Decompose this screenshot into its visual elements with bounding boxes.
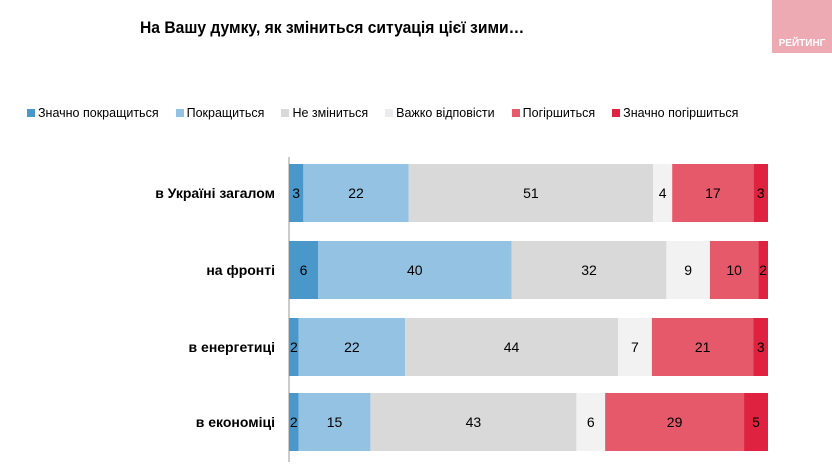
- bar-segment: [408, 164, 654, 222]
- data-label: 3: [292, 185, 300, 201]
- data-label: 15: [327, 414, 343, 430]
- category-label: в Україні загалом: [155, 185, 275, 201]
- bar-segment: [289, 241, 319, 299]
- bar-segment: [303, 164, 409, 222]
- data-label: 22: [348, 185, 364, 201]
- data-label: 21: [695, 339, 711, 355]
- legend-label: Значно покращиться: [38, 106, 159, 120]
- data-label: 44: [504, 339, 520, 355]
- data-label: 17: [705, 185, 721, 201]
- category-label: на фронті: [206, 262, 275, 278]
- legend-swatch: [175, 109, 184, 117]
- legend-item: Погіршиться: [511, 106, 596, 120]
- category-label: в енергетиці: [189, 339, 275, 355]
- data-label: 32: [581, 262, 597, 278]
- data-label: 2: [290, 339, 298, 355]
- data-label: 7: [631, 339, 639, 355]
- data-label: 22: [344, 339, 360, 355]
- data-label: 3: [757, 339, 765, 355]
- legend-swatch: [385, 109, 394, 117]
- data-label: 4: [659, 185, 667, 201]
- bar-segment: [753, 164, 768, 222]
- data-label: 2: [290, 414, 298, 430]
- legend-item: Значно покращиться: [27, 106, 159, 120]
- legend-swatch: [511, 109, 520, 117]
- data-label: 5: [752, 414, 760, 430]
- bar-segment: [653, 164, 673, 222]
- chart-title: На Вашу думку, як зміниться ситуація ціє…: [140, 18, 525, 37]
- logo-text: РЕЙТИНГ: [778, 38, 826, 49]
- legend-item: Значно погіршиться: [612, 106, 738, 120]
- bar-segment: [758, 241, 768, 299]
- bar-segment: [289, 164, 304, 222]
- bar-segment: [370, 393, 577, 451]
- legend-label: Погіршиться: [522, 106, 596, 120]
- bar-segment: [298, 393, 371, 451]
- data-label: 6: [300, 262, 308, 278]
- bar-segment: [666, 241, 710, 299]
- bar-segment: [709, 241, 759, 299]
- bar-segment: [298, 318, 406, 376]
- legend-item: Важко відповісти: [385, 106, 495, 120]
- legend-swatch: [27, 109, 35, 117]
- legend-swatch: [612, 109, 621, 117]
- data-label: 2: [759, 262, 767, 278]
- bar-segment: [753, 318, 768, 376]
- data-label: 10: [726, 262, 742, 278]
- legend-label: Не зміниться: [292, 106, 369, 120]
- rating-logo: РЕЙТИНГ: [772, 0, 832, 53]
- legend-label: Важко відповісти: [396, 106, 495, 120]
- legend: Значно покращиться Покращиться Не змінитьс…: [27, 106, 738, 120]
- bar-segment: [618, 318, 652, 376]
- legend-swatch: [281, 109, 290, 117]
- legend-label: Покращиться: [186, 106, 265, 120]
- bar-segment: [605, 393, 745, 451]
- bar-segment: [744, 393, 768, 451]
- data-label: 6: [587, 414, 595, 430]
- data-label: 9: [684, 262, 692, 278]
- data-label: 43: [466, 414, 482, 430]
- legend-label: Значно погіршиться: [623, 106, 739, 120]
- bar-segment: [511, 241, 667, 299]
- bar-segment: [651, 318, 754, 376]
- bar-segment: [672, 164, 754, 222]
- legend-item: Не зміниться: [281, 106, 368, 120]
- category-label: в економіці: [196, 414, 275, 430]
- bar-segment: [289, 318, 299, 376]
- bar-segment: [405, 318, 619, 376]
- data-label: 40: [407, 262, 423, 278]
- bar-segment: [289, 393, 299, 451]
- data-label: 29: [667, 414, 683, 430]
- bar-segment: [318, 241, 512, 299]
- legend-item: Покращиться: [175, 106, 265, 120]
- data-label: 51: [523, 185, 539, 201]
- bar-segment: [576, 393, 606, 451]
- data-label: 3: [757, 185, 765, 201]
